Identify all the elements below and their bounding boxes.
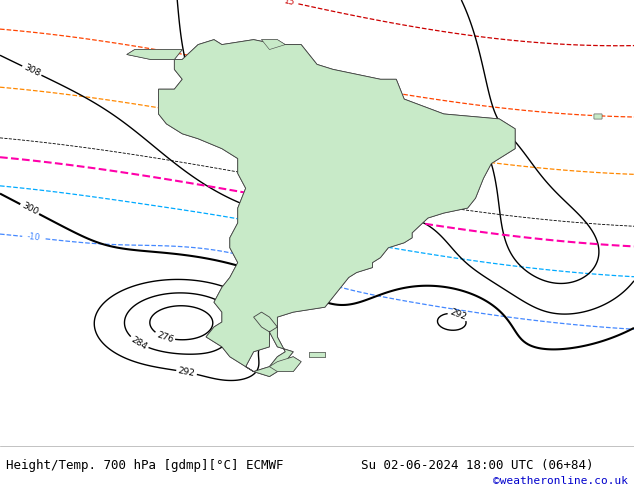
Polygon shape: [261, 40, 285, 49]
Polygon shape: [595, 114, 602, 119]
Polygon shape: [150, 40, 515, 376]
Text: 308: 308: [22, 63, 42, 78]
Text: 292: 292: [448, 307, 467, 322]
Polygon shape: [150, 40, 515, 376]
Polygon shape: [127, 49, 183, 59]
Text: 292: 292: [178, 366, 196, 378]
Polygon shape: [269, 357, 301, 371]
Polygon shape: [309, 352, 325, 357]
Text: 316: 316: [402, 147, 421, 163]
Polygon shape: [261, 40, 285, 49]
Text: 0: 0: [281, 175, 287, 185]
Text: 276: 276: [155, 330, 174, 344]
Text: 10: 10: [263, 65, 275, 75]
Text: 300: 300: [20, 201, 39, 217]
Polygon shape: [127, 49, 183, 59]
Text: Height/Temp. 700 hPa [gdmp][°C] ECMWF: Height/Temp. 700 hPa [gdmp][°C] ECMWF: [6, 459, 284, 472]
Polygon shape: [269, 357, 301, 371]
Polygon shape: [595, 114, 602, 119]
Text: 15: 15: [282, 0, 294, 7]
Text: -10: -10: [27, 232, 41, 243]
Text: ©weatheronline.co.uk: ©weatheronline.co.uk: [493, 476, 628, 486]
Polygon shape: [309, 352, 325, 357]
Text: -5: -5: [296, 226, 306, 236]
Text: 5: 5: [264, 122, 271, 131]
Text: 284: 284: [129, 335, 148, 351]
Text: Su 02-06-2024 18:00 UTC (06+84): Su 02-06-2024 18:00 UTC (06+84): [361, 459, 594, 472]
